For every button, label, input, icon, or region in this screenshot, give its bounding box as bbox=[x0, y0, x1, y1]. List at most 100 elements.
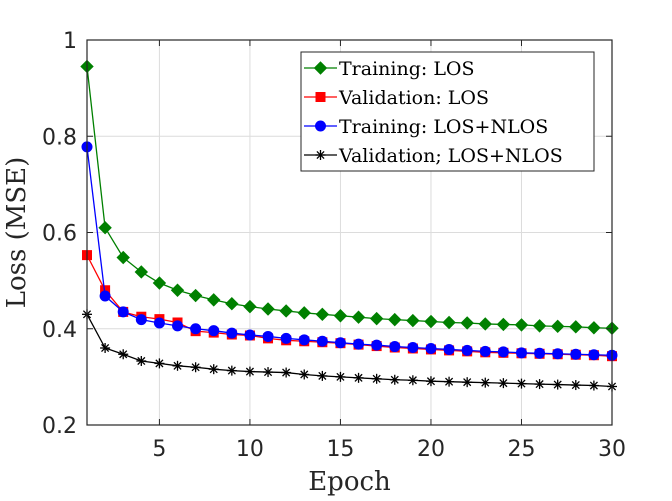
data-point bbox=[552, 379, 563, 390]
data-point bbox=[514, 318, 529, 332]
data-point bbox=[534, 379, 545, 390]
data-point bbox=[515, 347, 527, 359]
data-point bbox=[534, 347, 546, 359]
asterisk-stroke bbox=[282, 368, 291, 377]
data-point bbox=[552, 348, 564, 360]
data-point bbox=[462, 377, 473, 388]
data-point bbox=[588, 380, 599, 391]
data-point bbox=[244, 366, 255, 377]
data-point bbox=[406, 313, 420, 328]
series-1 bbox=[80, 59, 619, 335]
asterisk-stroke bbox=[426, 377, 436, 386]
data-point bbox=[353, 338, 365, 350]
series-3 bbox=[81, 141, 618, 361]
y-tick-label: 1 bbox=[63, 29, 77, 54]
legend-marker bbox=[315, 120, 326, 132]
data-point bbox=[389, 341, 401, 353]
data-point bbox=[570, 348, 582, 360]
data-point bbox=[100, 343, 111, 353]
data-point bbox=[226, 365, 237, 376]
asterisk-stroke bbox=[137, 356, 146, 366]
x-tick-label: 30 bbox=[598, 437, 626, 462]
data-point bbox=[225, 297, 239, 311]
data-point bbox=[152, 276, 167, 290]
data-point bbox=[208, 325, 220, 337]
data-point bbox=[443, 343, 455, 355]
data-point bbox=[478, 317, 492, 331]
y-axis-label: Loss (MSE) bbox=[2, 157, 32, 309]
data-point bbox=[98, 220, 112, 235]
data-point bbox=[116, 250, 130, 265]
data-point bbox=[570, 380, 581, 391]
legend-marker bbox=[315, 92, 326, 102]
asterisk-stroke bbox=[499, 379, 508, 388]
series-line bbox=[86, 254, 613, 357]
data-point bbox=[480, 377, 491, 388]
data-point bbox=[587, 321, 601, 335]
y-tick-label: 0.8 bbox=[42, 125, 77, 150]
asterisk-stroke bbox=[119, 350, 128, 359]
data-point bbox=[550, 319, 565, 334]
x-tick-label: 15 bbox=[326, 437, 354, 462]
legend-box bbox=[300, 51, 595, 172]
x-axis-label: Epoch bbox=[308, 467, 391, 497]
data-point bbox=[117, 306, 129, 318]
asterisk-stroke bbox=[155, 359, 164, 368]
data-point bbox=[369, 311, 384, 326]
data-point bbox=[135, 314, 147, 326]
asterisk-stroke bbox=[300, 370, 309, 379]
asterisk-stroke bbox=[318, 371, 327, 380]
data-point bbox=[460, 316, 474, 330]
data-point bbox=[297, 306, 311, 320]
data-point bbox=[532, 319, 547, 333]
data-point bbox=[298, 334, 310, 346]
data-point bbox=[569, 320, 583, 334]
data-point bbox=[444, 376, 455, 387]
asterisk-stroke bbox=[336, 372, 345, 381]
data-point bbox=[479, 345, 491, 357]
asterisk-stroke bbox=[445, 377, 454, 386]
data-point bbox=[461, 344, 473, 356]
x-tick-label: 10 bbox=[236, 437, 264, 462]
data-point bbox=[136, 355, 147, 366]
asterisk-stroke bbox=[191, 363, 200, 372]
data-point bbox=[407, 375, 418, 386]
data-point bbox=[207, 293, 221, 307]
data-point bbox=[99, 290, 111, 302]
x-tick-label: 25 bbox=[507, 437, 535, 462]
asterisk-stroke bbox=[481, 378, 490, 387]
asterisk-stroke bbox=[263, 368, 273, 377]
data-point bbox=[279, 304, 293, 318]
series-line bbox=[86, 146, 613, 356]
asterisk-stroke bbox=[101, 343, 110, 353]
data-point bbox=[281, 367, 292, 378]
y-tick-label: 0.6 bbox=[42, 222, 77, 247]
data-point bbox=[388, 312, 402, 327]
data-point bbox=[208, 364, 219, 375]
asterisk-stroke bbox=[245, 367, 254, 376]
data-point bbox=[188, 288, 203, 303]
legend-marker bbox=[313, 61, 328, 75]
data-point bbox=[424, 314, 438, 329]
data-point bbox=[351, 310, 366, 324]
legend-label: Validation; LOS+NLOS bbox=[338, 145, 563, 167]
data-point bbox=[588, 349, 600, 361]
legend-marker bbox=[315, 150, 326, 160]
asterisk-stroke bbox=[173, 361, 182, 370]
asterisk-stroke bbox=[535, 380, 544, 389]
data-point bbox=[335, 371, 346, 382]
data-point bbox=[353, 372, 364, 383]
data-point bbox=[315, 307, 330, 322]
data-point bbox=[261, 302, 275, 316]
data-point bbox=[226, 327, 238, 339]
asterisk-stroke bbox=[589, 381, 598, 390]
legend-item: Validation: LOS bbox=[304, 87, 489, 109]
data-point bbox=[498, 378, 509, 389]
data-point bbox=[154, 358, 165, 369]
legend-label: Validation: LOS bbox=[338, 87, 489, 109]
data-point bbox=[244, 329, 256, 341]
asterisk-stroke bbox=[408, 376, 417, 385]
asterisk-stroke bbox=[553, 380, 562, 389]
data-point bbox=[262, 330, 274, 342]
